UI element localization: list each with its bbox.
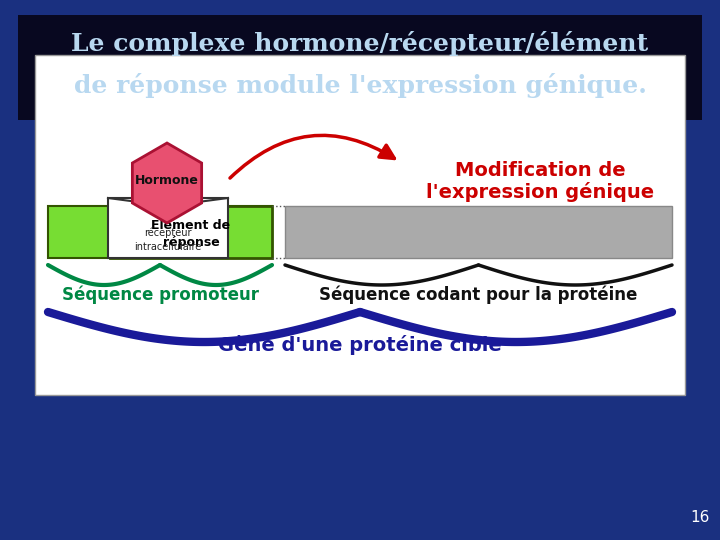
Text: récepteur: récepteur [144, 227, 192, 238]
Polygon shape [132, 143, 202, 223]
FancyBboxPatch shape [285, 206, 672, 258]
Text: de réponse module l'expression génique.: de réponse module l'expression génique. [73, 72, 647, 98]
Text: Séquence promoteur: Séquence promoteur [61, 286, 258, 304]
Text: intracellulaire: intracellulaire [135, 242, 202, 252]
Text: Modification de: Modification de [455, 160, 625, 179]
Text: Elément de: Elément de [151, 219, 230, 232]
FancyBboxPatch shape [108, 198, 228, 258]
FancyBboxPatch shape [35, 55, 685, 395]
FancyBboxPatch shape [110, 206, 272, 258]
Text: Gène d'une protéine cible: Gène d'une protéine cible [218, 335, 502, 355]
FancyBboxPatch shape [18, 15, 702, 120]
Text: Le complexe hormone/récepteur/élément: Le complexe hormone/récepteur/élément [71, 30, 649, 56]
Text: réponse: réponse [163, 236, 220, 249]
Text: Séquence codant pour la protéine: Séquence codant pour la protéine [319, 286, 637, 304]
Text: 16: 16 [690, 510, 710, 525]
Text: l'expression génique: l'expression génique [426, 182, 654, 202]
FancyArrowPatch shape [230, 136, 395, 178]
FancyBboxPatch shape [48, 206, 272, 258]
Text: Hormone: Hormone [135, 173, 199, 186]
